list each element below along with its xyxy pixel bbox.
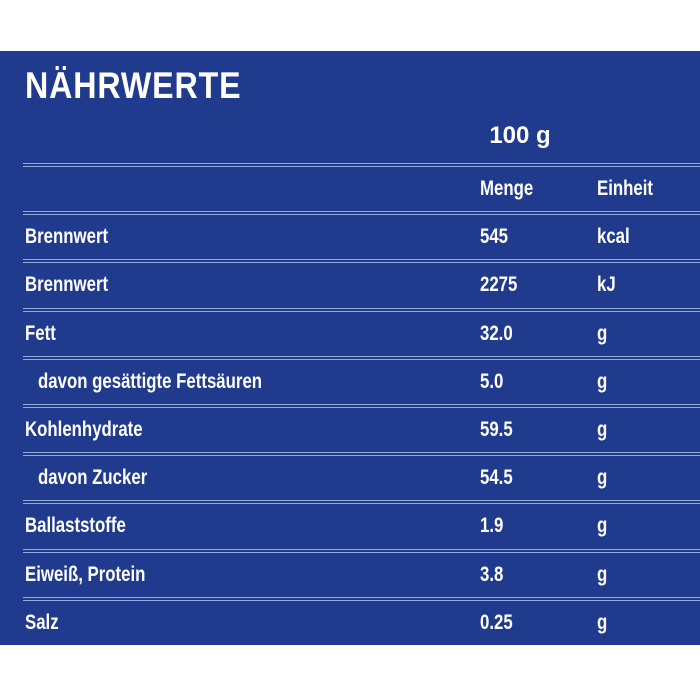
- row-label-cell: Ballaststoffe: [23, 514, 480, 538]
- row-label: Ballaststoffe: [25, 514, 126, 538]
- row-unit: kJ: [597, 273, 616, 297]
- row-value: 2275: [480, 273, 518, 297]
- row-value: 545: [480, 225, 509, 249]
- row-label: davon Zucker: [38, 466, 148, 490]
- row-value: 1.9: [480, 514, 504, 538]
- row-label: davon gesättigte Fettsäuren: [38, 369, 263, 393]
- row-value: 54.5: [480, 466, 513, 490]
- row-label-cell: davon Zucker: [23, 466, 480, 490]
- table-row: Salz 0.25 g: [23, 596, 700, 645]
- row-unit-cell: g: [595, 611, 700, 635]
- row-label-cell: Brennwert: [23, 225, 480, 249]
- row-unit-cell: kJ: [595, 273, 700, 297]
- row-value-cell: 59.5: [480, 418, 595, 442]
- row-value-cell: 3.8: [480, 563, 595, 587]
- column-header-einheit: Einheit: [597, 177, 654, 201]
- header-value-cell: Menge: [480, 177, 595, 201]
- table-row: Kohlenhydrate 59.5 g: [23, 403, 700, 452]
- nutrition-panel: NÄHRWERTE 100 g Menge Einheit Brennwert …: [0, 51, 700, 645]
- row-label: Brennwert: [25, 225, 109, 249]
- amount-column-header: 100 g: [489, 122, 551, 149]
- panel-title: NÄHRWERTE: [25, 65, 242, 106]
- row-unit-cell: g: [595, 370, 700, 394]
- row-value: 59.5: [480, 418, 513, 442]
- header-unit-cell: Einheit: [595, 177, 700, 201]
- row-value-cell: 54.5: [480, 466, 595, 490]
- row-label-cell: Fett: [23, 322, 480, 346]
- row-unit: g: [597, 466, 608, 490]
- row-label: Brennwert: [25, 273, 109, 297]
- table-row: davon Zucker 54.5 g: [23, 452, 700, 500]
- row-unit: g: [597, 369, 608, 393]
- table-header-row: Menge Einheit: [23, 163, 700, 211]
- row-label: Fett: [25, 321, 56, 345]
- row-label-cell: Kohlenhydrate: [23, 418, 480, 442]
- row-unit: kcal: [597, 225, 630, 249]
- column-header-menge: Menge: [480, 177, 534, 201]
- row-unit: g: [597, 562, 608, 586]
- row-unit-cell: g: [595, 466, 700, 490]
- row-unit: g: [597, 321, 608, 345]
- row-value-cell: 5.0: [480, 370, 595, 394]
- row-unit-cell: g: [595, 322, 700, 346]
- table-row: Brennwert 2275 kJ: [23, 259, 700, 307]
- row-unit: g: [597, 610, 608, 634]
- row-unit-cell: g: [595, 418, 700, 442]
- row-unit: g: [597, 514, 608, 538]
- row-value-cell: 2275: [480, 273, 595, 297]
- row-unit-cell: g: [595, 563, 700, 587]
- row-value: 3.8: [480, 562, 504, 586]
- row-unit: g: [597, 418, 608, 442]
- row-value-cell: 1.9: [480, 514, 595, 538]
- table-row: Eiweiß, Protein 3.8 g: [23, 548, 700, 597]
- row-label: Eiweiß, Protein: [25, 562, 146, 586]
- table-row: Fett 32.0 g: [23, 307, 700, 356]
- row-value: 0.25: [480, 610, 513, 634]
- row-label-cell: davon gesättigte Fettsäuren: [23, 370, 480, 394]
- row-value-cell: 0.25: [480, 611, 595, 635]
- table-row: davon gesättigte Fettsäuren 5.0 g: [23, 355, 700, 404]
- table-body: Brennwert 545 kcal Brennwert 2275 kJ Fet…: [23, 211, 700, 645]
- row-value: 5.0: [480, 369, 504, 393]
- table-row: Ballaststoffe 1.9 g: [23, 500, 700, 548]
- nutrition-table: Menge Einheit Brennwert 545 kcal Brennwe…: [23, 163, 700, 645]
- table-row: Brennwert 545 kcal: [23, 211, 700, 259]
- row-value-cell: 32.0: [480, 322, 595, 346]
- row-value: 32.0: [480, 321, 513, 345]
- row-unit-cell: g: [595, 514, 700, 538]
- row-label-cell: Salz: [23, 611, 480, 635]
- row-label: Kohlenhydrate: [25, 418, 143, 442]
- row-label-cell: Brennwert: [23, 273, 480, 297]
- row-value-cell: 545: [480, 225, 595, 249]
- row-label-cell: Eiweiß, Protein: [23, 563, 480, 587]
- row-unit-cell: kcal: [595, 225, 700, 249]
- row-label: Salz: [25, 610, 59, 634]
